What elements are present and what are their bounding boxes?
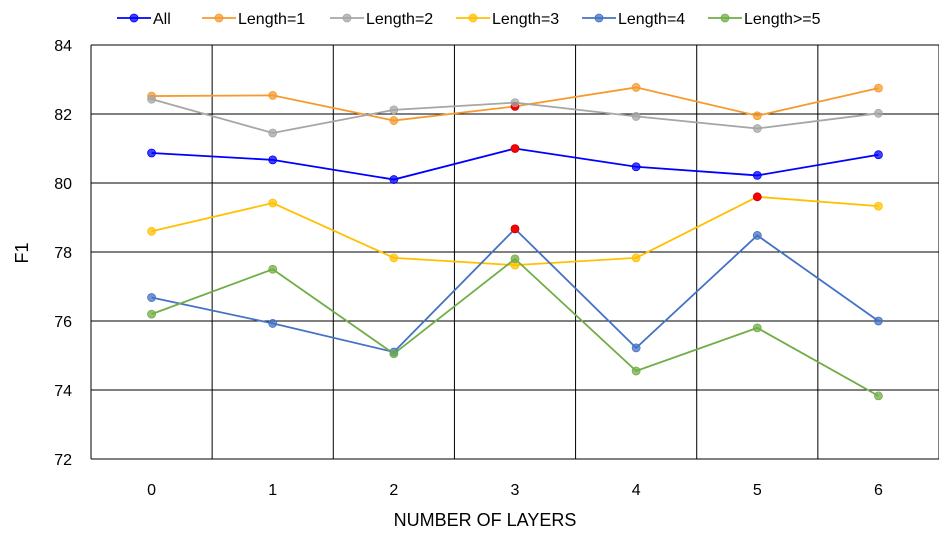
highlighted-point [510,224,520,234]
x-tick-label: 5 [753,482,762,499]
y-axis-title: F1 [12,242,32,263]
data-point [874,108,883,118]
legend-label: All [153,11,171,28]
x-tick-label: 0 [147,482,156,499]
x-axis-title: NUMBER OF LAYERS [394,510,577,530]
x-tick-label: 1 [268,482,277,499]
legend-item: Length>=5 [708,11,821,28]
legend-label: Length=3 [492,11,559,28]
legend-label: Length>=5 [744,11,821,28]
data-point [752,111,762,121]
legend-marker [342,13,352,23]
data-point [874,316,883,326]
data-point [389,349,399,359]
grid [90,44,939,460]
data-point [631,112,641,121]
data-point [268,264,278,274]
legend-item: Length=3 [456,11,559,28]
y-tick-label: 82 [54,107,72,124]
data-point [147,293,156,302]
data-point [389,175,399,184]
legend-item: Length=4 [582,11,685,28]
data-point [268,90,278,100]
legend: All Length=1 Length=2 Length=3 Length=4 Lengt… [117,11,821,28]
y-tick-label: 72 [54,452,72,469]
legend-marker [594,13,604,23]
data-point [147,226,156,236]
data-point [631,343,641,353]
data-point [389,116,399,125]
x-tick-label: 3 [511,482,520,499]
data-point [147,309,156,319]
data-point [147,94,156,104]
data-point [874,391,883,401]
data-point [510,254,520,264]
legend-label: Length=4 [618,11,685,28]
legend-marker [720,13,730,23]
legend-label: Length=2 [366,11,433,28]
data-point [268,128,278,138]
y-tick-label: 76 [54,314,72,331]
x-tick-label: 4 [632,482,641,499]
data-point [268,155,278,165]
legend-marker [214,13,224,23]
data-point [147,148,156,158]
data-point [752,231,762,240]
x-tick-label: 2 [389,482,398,499]
legend-label: Length=1 [238,11,305,28]
legend-item: Length=2 [330,11,433,28]
data-point [631,83,641,92]
data-point [874,83,883,93]
data-point [752,124,762,133]
legend-marker [129,13,139,23]
data-point [631,366,641,376]
legend-marker [468,13,478,23]
data-point [752,171,762,180]
data-point [631,253,641,263]
data-point [752,323,762,333]
data-point [874,150,883,160]
data-point [874,201,883,211]
data-point [268,319,278,328]
data-point [510,98,520,108]
y-tick-label: 78 [54,245,72,262]
x-axis-ticks: 0 1 2 3 4 5 6 [147,482,883,499]
x-tick-label: 6 [874,482,883,499]
series-lines [151,86,879,397]
data-point [389,253,399,263]
series-line-length-5 [151,257,879,397]
y-tick-label: 84 [54,38,72,55]
y-tick-label: 80 [54,176,72,193]
y-axis-ticks: 72 74 76 78 80 82 84 [54,38,72,469]
legend-item: All [117,11,171,28]
highlighted-point [752,192,762,202]
highlighted-point [510,144,520,153]
data-point [389,105,399,115]
data-points [147,83,883,401]
data-point [268,198,278,208]
y-tick-label: 74 [54,383,72,400]
series-line-length-4 [151,227,879,354]
legend-item: Length=1 [202,11,305,28]
data-point [631,162,641,172]
series-line-all [151,147,879,181]
